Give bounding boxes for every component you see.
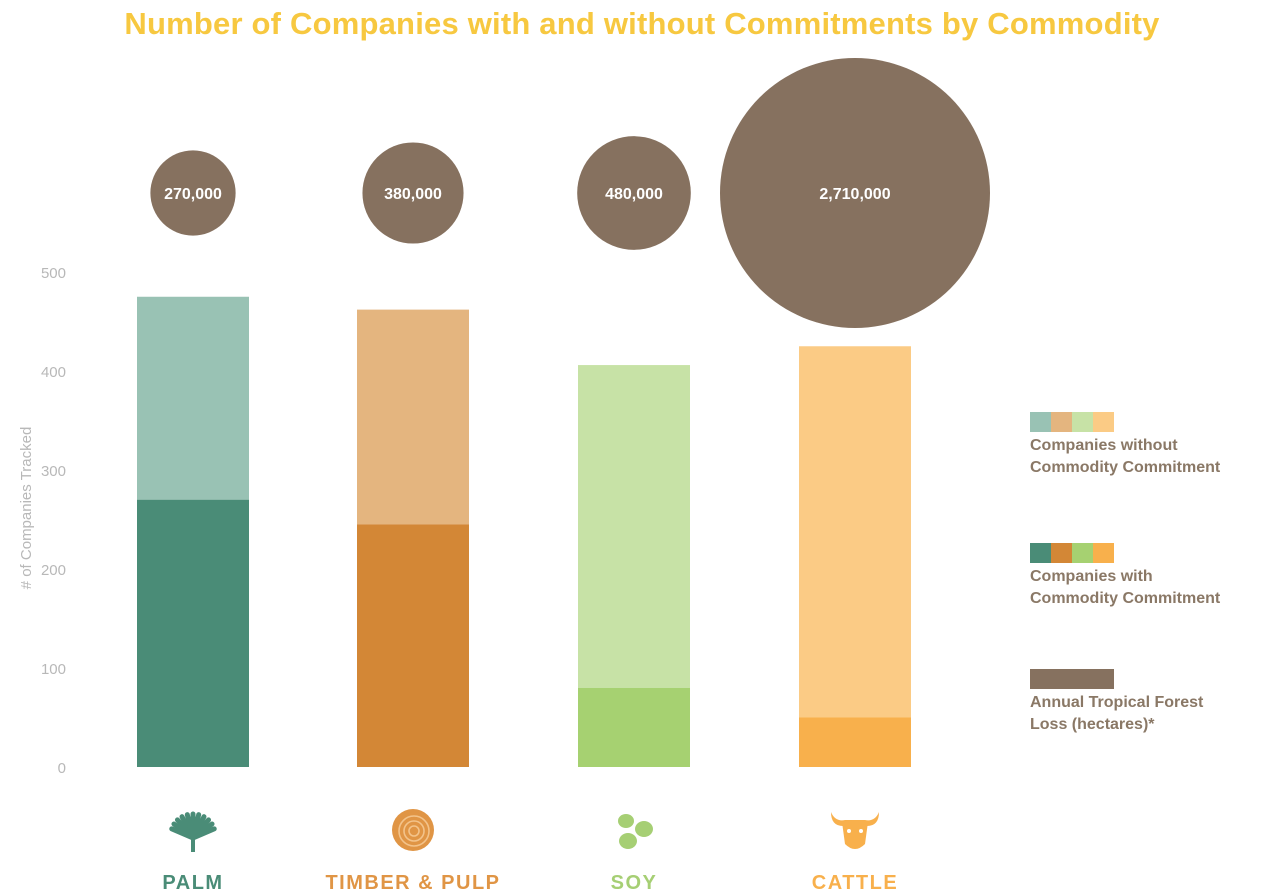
cow-head-icon [831, 812, 879, 849]
forest-loss-bubble-label: 2,710,000 [819, 186, 890, 203]
soybean [635, 821, 653, 837]
category-label: SOY [611, 872, 658, 894]
forest-loss-bubble [577, 136, 691, 250]
legend-swatch-cattle-without [1093, 412, 1114, 432]
legend-item-without-commitment: Companies without Commodity Commitment [1030, 412, 1220, 479]
bar-with-commitment [357, 524, 469, 767]
legend-swatch-cattle-with [1093, 543, 1114, 563]
legend-swatch-forest-loss [1030, 669, 1114, 689]
palm-leaf-frond [190, 826, 217, 841]
forest-loss-bubble-label: 270,000 [164, 186, 222, 203]
bar-without-commitment [357, 309, 469, 525]
legend-swatch-palm-without [1030, 412, 1051, 432]
legend-label-with-line-1: Companies with [1030, 568, 1153, 585]
legend-swatch-timber-without [1051, 412, 1072, 432]
forest-loss-bubble-label: 380,000 [384, 186, 442, 203]
category-label: TIMBER & PULP [325, 872, 500, 894]
forest-loss-bubble [362, 142, 464, 244]
legend-label-loss: Annual Tropical Forest Loss (hectares)* [1030, 692, 1203, 736]
legend-label-loss-line-2: Loss (hectares)* [1030, 716, 1155, 733]
bar-with-commitment [137, 499, 249, 767]
y-tick-label: 0 [58, 760, 66, 777]
bar-with-commitment [799, 717, 911, 767]
legend-item-with-commitment: Companies with Commodity Commitment [1030, 543, 1220, 610]
cow-eye [847, 829, 851, 833]
y-tick-label: 100 [41, 661, 66, 678]
bar-with-commitment [578, 687, 690, 767]
y-tick-label: 200 [41, 562, 66, 579]
legend-swatch-soy-without [1072, 412, 1093, 432]
soybean [619, 833, 637, 849]
bar-without-commitment [799, 346, 911, 718]
tree-rings-icon [392, 809, 434, 851]
legend-swatches-with [1030, 543, 1220, 563]
legend-swatch-palm-with [1030, 543, 1051, 563]
y-axis-label: # of Companies Tracked [18, 427, 35, 590]
chart-title: Number of Companies with and without Com… [124, 6, 1160, 41]
legend-label-with: Companies with Commodity Commitment [1030, 566, 1220, 610]
palm-leaf-icon [169, 811, 217, 852]
tree-ring [403, 820, 425, 842]
legend-label-without: Companies without Commodity Commitment [1030, 435, 1220, 479]
legend-swatch-timber-with [1051, 543, 1072, 563]
soybean [618, 814, 634, 828]
cow-eye [859, 829, 863, 833]
y-tick-label: 400 [41, 364, 66, 381]
bar-without-commitment [137, 296, 249, 500]
soybeans-icon [618, 814, 653, 849]
cow-face [842, 822, 868, 849]
tree-ring [408, 825, 420, 837]
palm-leaf-stem [191, 834, 195, 852]
bar-without-commitment [578, 365, 690, 688]
forest-loss-bubble [150, 150, 236, 236]
category-label: CATTLE [812, 872, 898, 894]
y-tick-label: 500 [41, 265, 66, 282]
legend-swatch-soy-with [1072, 543, 1093, 563]
legend-label-loss-line-1: Annual Tropical Forest [1030, 694, 1204, 711]
y-tick-label: 300 [41, 463, 66, 480]
tree-ring [398, 815, 430, 847]
legend-label-without-line-1: Companies without [1030, 437, 1178, 454]
legend-swatches-without [1030, 412, 1220, 432]
main-chart: 0 100 200 300 400 500 # of Companies Tracked PA… [18, 58, 990, 894]
legend-label-with-line-2: Commodity Commitment [1030, 590, 1221, 607]
legend-item-forest-loss: Annual Tropical Forest Loss (hectares)* [1030, 669, 1203, 736]
category-label: PALM [162, 872, 223, 894]
legend-label-without-line-2: Commodity Commitment [1030, 459, 1221, 476]
forest-loss-bubble [720, 58, 990, 328]
forest-loss-bubble-label: 480,000 [605, 186, 663, 203]
